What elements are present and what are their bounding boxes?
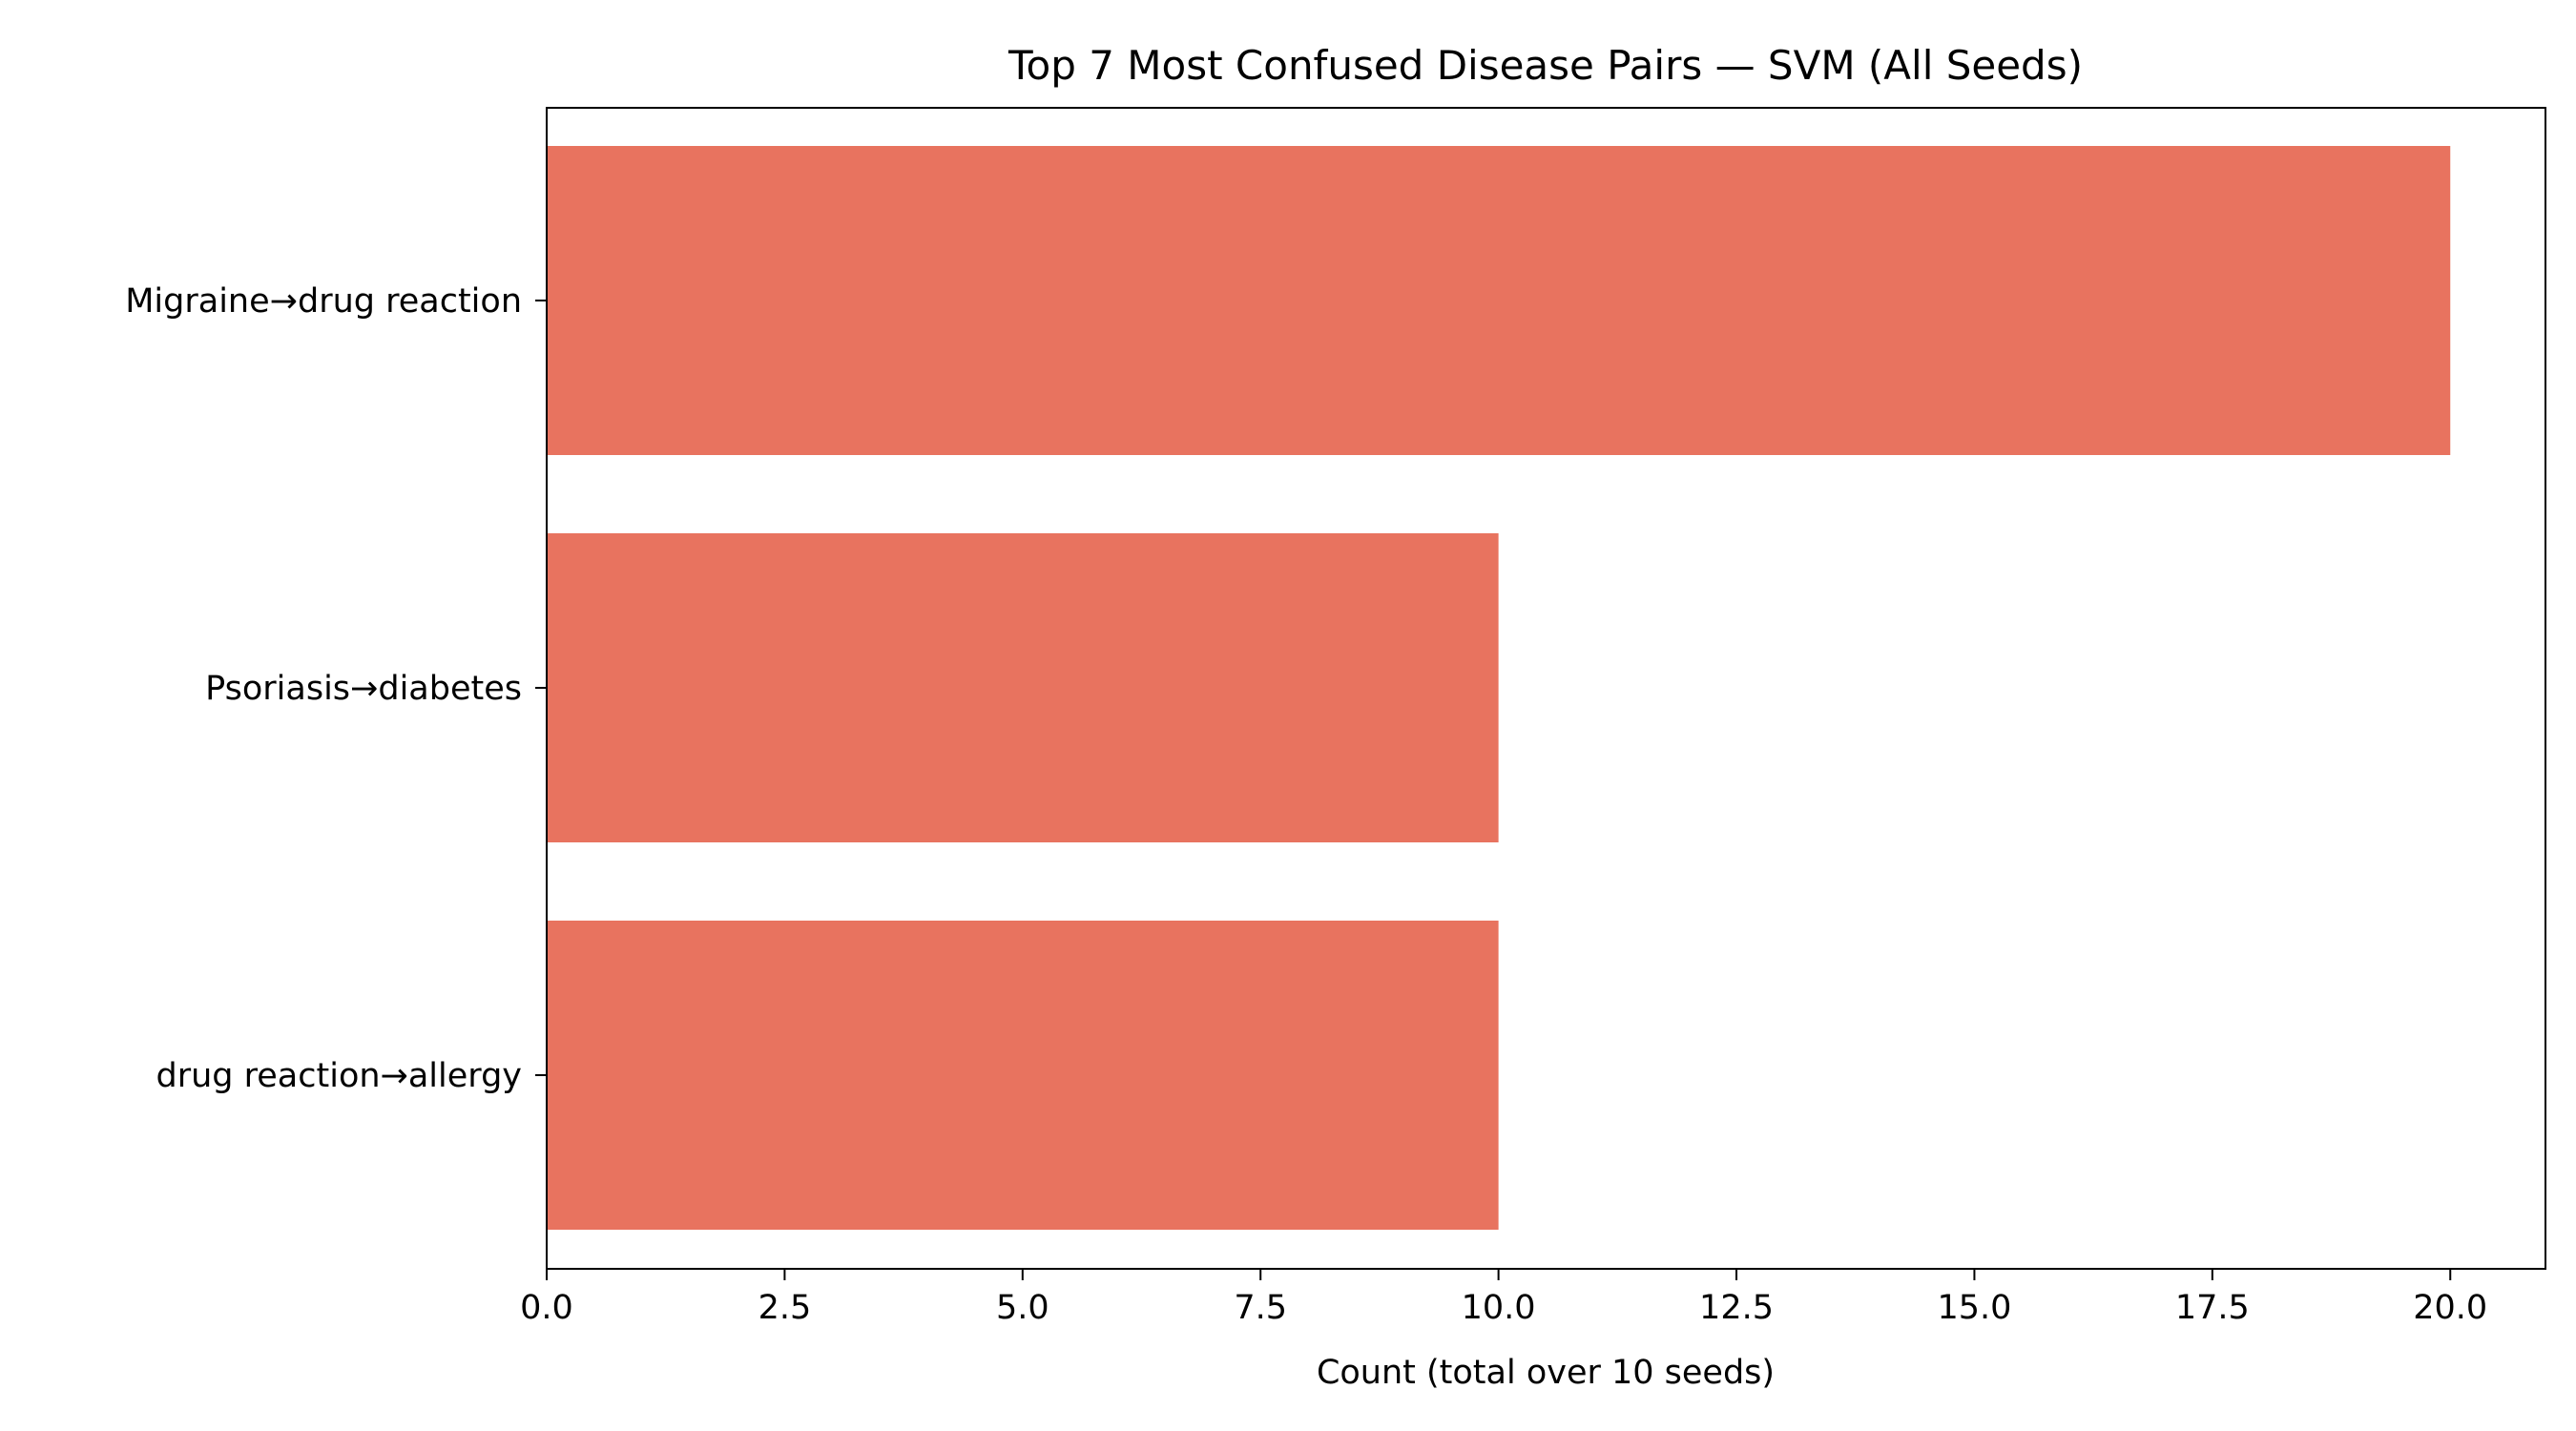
y-axis: Migraine→drug reaction Psoriasis→diabetes… bbox=[125, 282, 547, 1095]
bar bbox=[547, 921, 1499, 1230]
x-tick-label: 7.5 bbox=[1234, 1289, 1287, 1327]
x-tick-label: 15.0 bbox=[1937, 1289, 2011, 1327]
x-tick-label: 10.0 bbox=[1462, 1289, 1536, 1327]
x-tick-label: 12.5 bbox=[1699, 1289, 1774, 1327]
x-axis: 0.0 2.5 5.0 7.5 10.0 12.5 15.0 17.5 20.0 bbox=[520, 1269, 2487, 1327]
x-tick-label: 20.0 bbox=[2413, 1289, 2487, 1327]
x-tick-label: 2.5 bbox=[758, 1289, 812, 1327]
x-tick-label: 17.5 bbox=[2175, 1289, 2250, 1327]
y-tick-label: Psoriasis→diabetes bbox=[205, 670, 522, 708]
x-axis-label: Count (total over 10 seeds) bbox=[1317, 1354, 1775, 1392]
bar bbox=[547, 533, 1499, 842]
x-tick-label: 5.0 bbox=[996, 1289, 1049, 1327]
bar bbox=[547, 146, 2451, 455]
bars bbox=[547, 146, 2451, 1230]
y-tick-label: drug reaction→allergy bbox=[156, 1057, 522, 1095]
x-tick-label: 0.0 bbox=[520, 1289, 573, 1327]
chart-title: Top 7 Most Confused Disease Pairs — SVM … bbox=[1008, 42, 2083, 89]
plot-frame bbox=[546, 107, 2546, 1270]
y-tick-label: Migraine→drug reaction bbox=[125, 282, 522, 321]
